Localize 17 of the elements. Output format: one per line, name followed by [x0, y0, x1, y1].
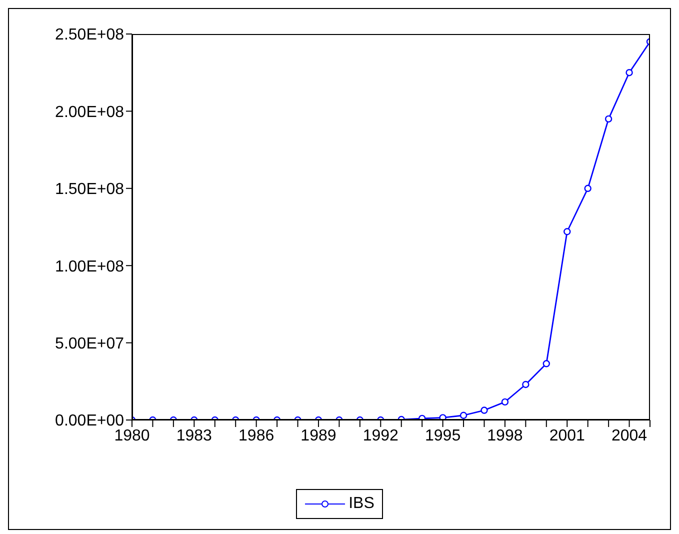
y-tick-label: 2.50E+08 — [55, 26, 124, 44]
x-tick-label: 1989 — [300, 427, 336, 444]
y-tick-label: 1.50E+08 — [55, 181, 124, 198]
x-tick-label: 1980 — [114, 427, 150, 444]
x-tick-label: 2004 — [611, 427, 648, 444]
y-tick-label: 0.00E+00 — [55, 412, 124, 430]
y-tick-label: 2.00E+08 — [55, 104, 124, 121]
x-tick-label: 1992 — [362, 427, 399, 444]
x-tick-label: 1983 — [176, 427, 212, 444]
x-tick-label: 1986 — [238, 427, 274, 444]
x-tick-label: 2001 — [549, 427, 586, 444]
x-tick-label: 1998 — [487, 427, 523, 444]
legend-box: IBS — [9, 489, 670, 519]
x-tick-label: 1995 — [425, 427, 461, 444]
legend-label: IBS — [348, 495, 374, 513]
y-tick-label: 5.00E+07 — [55, 335, 124, 352]
y-tick-label: 1.00E+08 — [55, 258, 124, 276]
